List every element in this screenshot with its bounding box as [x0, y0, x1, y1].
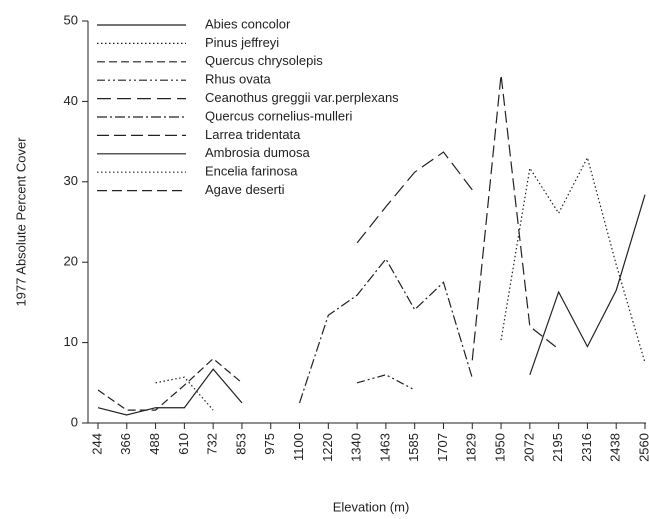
y-axis-label: 1977 Absolute Percent Cover	[13, 137, 28, 307]
y-tick-label: 40	[64, 93, 78, 108]
x-tick-label: 2072	[521, 433, 536, 462]
x-tick-label: 244	[89, 433, 104, 455]
legend-label: Larrea tridentata	[205, 127, 301, 142]
y-tick-label: 0	[71, 414, 78, 429]
x-tick-label: 975	[262, 433, 277, 455]
series-line	[471, 74, 560, 361]
y-tick-label: 20	[64, 254, 78, 269]
legend-label: Pinus jeffreyi	[205, 35, 279, 50]
x-tick-label: 2316	[579, 433, 594, 462]
series-line	[529, 194, 646, 375]
x-tick-label: 1340	[349, 433, 364, 462]
y-tick-label: 50	[64, 12, 78, 27]
x-tick-label: 732	[205, 433, 220, 455]
x-tick-label: 1100	[291, 433, 306, 461]
series-line	[298, 257, 473, 404]
legend-label: Encelia farinosa	[205, 164, 298, 179]
x-tick-label: 2195	[550, 433, 565, 462]
series-line	[500, 156, 646, 363]
x-tick-label: 1829	[464, 433, 479, 462]
series-line	[97, 357, 243, 411]
x-tick-label: 610	[176, 433, 191, 455]
legend-label: Rhus ovata	[205, 72, 272, 87]
x-tick-label: 2560	[636, 433, 649, 462]
x-tick-label: 1463	[377, 433, 392, 462]
series-line	[356, 151, 473, 244]
x-tick-label: 2438	[608, 433, 623, 462]
legend-label: Ambrosia dumosa	[205, 145, 311, 160]
legend-label: Ceanothus greggii var.perplexans	[205, 90, 399, 105]
legend-label: Quercus chrysolepis	[205, 53, 323, 68]
series-line	[356, 374, 415, 391]
y-tick-label: 30	[64, 173, 78, 188]
x-tick-label: 1220	[320, 433, 335, 462]
x-tick-label: 488	[147, 433, 162, 455]
x-tick-label: 1707	[435, 433, 450, 462]
legend-label: Quercus cornelius-mulleri	[205, 108, 352, 123]
x-tick-label: 1950	[492, 433, 507, 462]
legend-label: Agave deserti	[205, 182, 285, 197]
x-tick-label: 853	[233, 433, 248, 455]
x-tick-label: 366	[118, 433, 133, 455]
y-tick-label: 10	[64, 334, 78, 349]
series-line	[97, 368, 243, 416]
x-axis-label: Elevation (m)	[333, 499, 410, 514]
series-line	[155, 376, 214, 411]
x-tick-label: 1585	[406, 433, 421, 462]
legend-label: Abies concolor	[205, 16, 291, 31]
